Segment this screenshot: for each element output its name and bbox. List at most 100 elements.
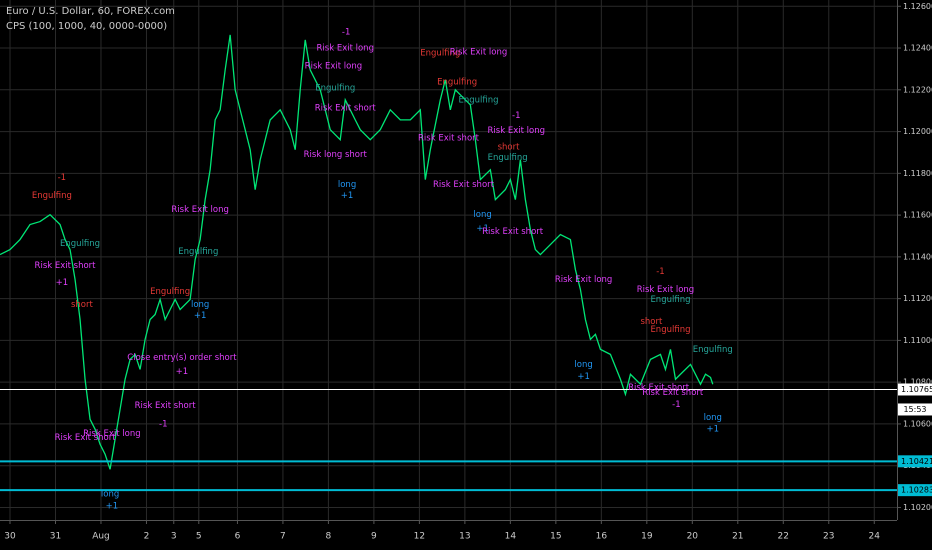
x-tick-label: 31 xyxy=(50,532,61,542)
x-tick-label: 7 xyxy=(280,532,286,542)
x-tick-label: 14 xyxy=(505,532,517,542)
signal-label: Engulfing xyxy=(178,247,218,257)
signal-label: Risk Exit short xyxy=(35,261,97,271)
countdown: 15:53 xyxy=(903,405,926,414)
grid xyxy=(0,0,897,520)
signal-label: short xyxy=(640,317,663,327)
signal-label: Engulfing xyxy=(437,77,477,87)
y-tick-label: 1.11800 xyxy=(903,169,932,178)
signal-label: long xyxy=(101,490,119,500)
signal-label: +1 xyxy=(476,224,489,234)
signal-label: long xyxy=(191,300,209,310)
signal-label: Risk Exit short xyxy=(315,103,377,113)
signal-label: long xyxy=(574,360,592,370)
signal-label: Risk Exit long xyxy=(555,275,612,285)
price-level-label: 1.10421 xyxy=(901,457,932,466)
signal-label: Engulfing xyxy=(458,95,498,105)
signal-label: Engulfing xyxy=(420,48,460,58)
signal-label: +1 xyxy=(341,191,354,201)
signal-label: Engulfing xyxy=(32,191,72,201)
signal-label: long xyxy=(473,210,491,220)
x-tick-label: Aug xyxy=(92,532,110,542)
x-tick-label: 21 xyxy=(732,532,743,542)
x-tick-label: 13 xyxy=(459,532,470,542)
signal-label: Risk Exit long xyxy=(488,126,545,136)
y-tick-label: 1.12400 xyxy=(903,44,932,53)
signal-label: +1 xyxy=(176,367,189,377)
signal-label: +1 xyxy=(56,278,69,288)
signal-label: -1 xyxy=(656,267,664,277)
price-level-tag xyxy=(898,383,932,396)
axes: 1.102001.104001.106001.108001.110001.112… xyxy=(4,2,932,542)
y-tick-label: 1.10200 xyxy=(903,503,932,512)
signal-label: Risk Exit short xyxy=(628,383,690,393)
indicator-label: CPS (100, 1000, 40, 0000-0000) xyxy=(6,21,167,32)
y-tick-label: 1.11400 xyxy=(903,252,932,261)
signal-label: Risk Exit long xyxy=(450,48,507,58)
signal-label: Risk Exit long xyxy=(317,43,374,53)
signal-label: Risk Exit short xyxy=(433,180,495,190)
y-tick-label: 1.11600 xyxy=(903,211,932,220)
x-tick-label: 9 xyxy=(371,532,377,542)
signal-label: Engulfing xyxy=(650,295,690,305)
signal-label: Risk Exit long xyxy=(83,429,140,439)
x-tick-label: 6 xyxy=(235,532,241,542)
signal-label: Risk Exit short xyxy=(418,133,480,143)
signal-label: -1 xyxy=(159,420,167,430)
x-tick-label: 16 xyxy=(596,532,608,542)
y-tick-label: 1.10600 xyxy=(903,419,932,428)
signal-label: long xyxy=(338,180,356,190)
signal-label: Close entry(s) order short xyxy=(127,353,237,363)
signal-label: Risk long short xyxy=(304,150,368,160)
x-tick-label: 12 xyxy=(414,532,425,542)
signal-label: -1 xyxy=(512,111,520,121)
countdown-tag xyxy=(898,403,932,416)
signal-label: Risk Exit long xyxy=(637,285,694,295)
x-tick-label: 15 xyxy=(550,532,561,542)
x-tick-label: 2 xyxy=(144,532,150,542)
price-level-label: 1.10765 xyxy=(901,385,932,394)
signal-label: long xyxy=(704,413,722,423)
y-tick-label: 1.10800 xyxy=(903,378,932,387)
signal-label: -1 xyxy=(342,27,350,37)
signal-label: -1 xyxy=(672,400,680,410)
x-tick-label: 19 xyxy=(641,532,653,542)
signal-label: Engulfing xyxy=(650,325,690,335)
signal-label: -1 xyxy=(58,173,66,183)
x-tick-label: 3 xyxy=(171,532,177,542)
signal-label: short xyxy=(498,142,521,152)
price-line xyxy=(0,34,714,470)
signal-label: Risk Exit short xyxy=(135,401,197,411)
signal-label: +1 xyxy=(577,372,590,382)
signal-label: Engulfing xyxy=(60,239,100,249)
signal-label: Risk Exit short xyxy=(642,388,704,398)
y-tick-label: 1.12200 xyxy=(903,85,932,94)
signal-label: +1 xyxy=(707,425,720,435)
signal-label: Engulfing xyxy=(315,83,355,93)
price-level-tag xyxy=(898,484,932,497)
x-tick-label: 20 xyxy=(687,532,699,542)
signal-label: Risk Exit long xyxy=(305,61,362,71)
price-level-label: 1.10283 xyxy=(901,486,932,495)
signal-label: Risk Exit short xyxy=(482,227,544,237)
y-tick-label: 1.11000 xyxy=(903,336,932,345)
x-tick-label: 23 xyxy=(823,532,834,542)
x-tick-label: 22 xyxy=(778,532,789,542)
y-tick-label: 1.12600 xyxy=(903,2,932,11)
signal-label: Engulfing xyxy=(488,153,528,163)
x-tick-label: 5 xyxy=(196,532,202,542)
price-level-tag xyxy=(898,455,932,468)
chart-title: Euro / U.S. Dollar, 60, FOREX.com xyxy=(6,6,175,17)
signal-label: short xyxy=(71,300,94,310)
signal-label: +1 xyxy=(106,502,119,512)
y-tick-label: 1.12000 xyxy=(903,127,932,136)
signal-label: Risk Exit short xyxy=(55,433,117,443)
signal-label: Risk Exit long xyxy=(171,205,228,215)
x-tick-label: 8 xyxy=(326,532,332,542)
x-tick-label: 30 xyxy=(4,532,16,542)
y-tick-label: 1.11200 xyxy=(903,294,932,303)
signal-label: +1 xyxy=(194,311,207,321)
